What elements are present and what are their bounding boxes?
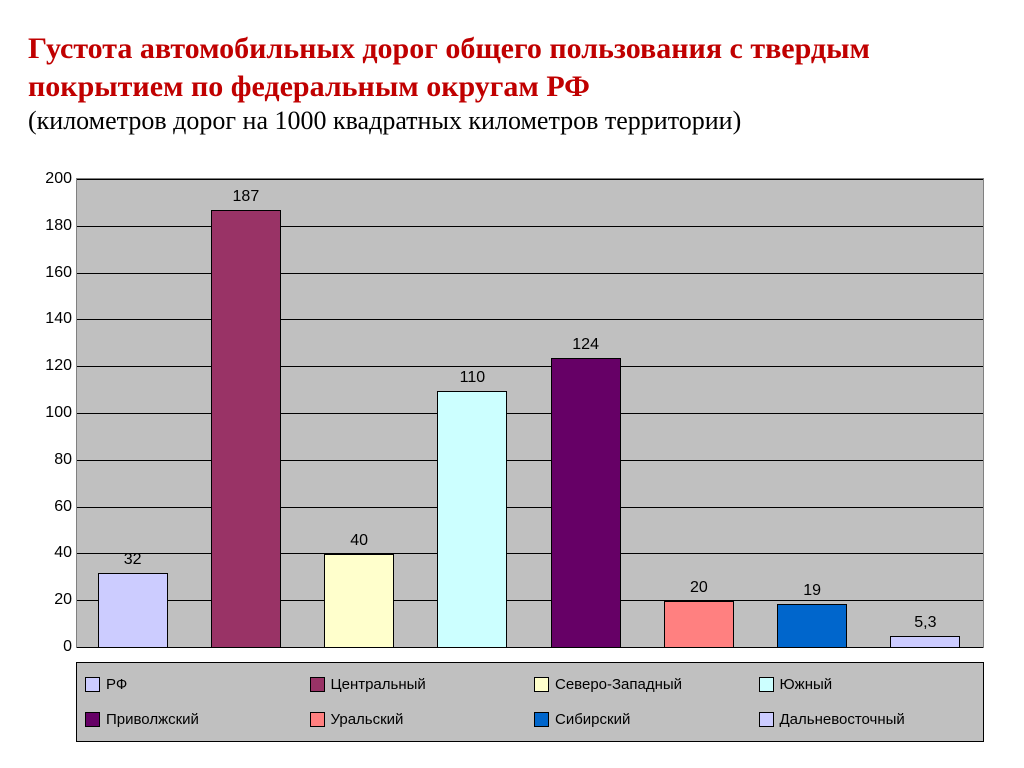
ytick-label: 60 [32, 498, 72, 516]
legend-swatch [310, 677, 325, 692]
bar-value-label: 124 [572, 336, 599, 354]
legend-item: Южный [759, 669, 976, 700]
ytick-label: 180 [32, 217, 72, 235]
legend-label: Сибирский [555, 711, 630, 728]
legend-swatch [85, 677, 100, 692]
bar [437, 391, 507, 648]
ytick-label: 80 [32, 451, 72, 469]
ytick-label: 20 [32, 591, 72, 609]
slide: Густота автомобильных дорог общего польз… [0, 0, 1024, 768]
legend-label: Уральский [331, 711, 404, 728]
bar [211, 210, 281, 648]
ytick-label: 100 [32, 404, 72, 422]
ytick-label: 160 [32, 264, 72, 282]
bar-value-label: 187 [233, 188, 260, 206]
legend-swatch [534, 712, 549, 727]
legend-label: Северо-Западный [555, 676, 682, 693]
bar-value-label: 19 [803, 582, 821, 600]
legend-label: Дальневосточный [780, 711, 905, 728]
ytick-label: 200 [32, 170, 72, 188]
legend-label: Центральный [331, 676, 426, 693]
bar [98, 573, 168, 648]
bar [324, 554, 394, 648]
legend-label: Южный [780, 676, 833, 693]
bar-value-label: 32 [124, 551, 142, 569]
bar-value-label: 5,3 [914, 614, 936, 632]
legend-item: Центральный [310, 669, 527, 700]
ytick-label: 40 [32, 544, 72, 562]
legend-swatch [310, 712, 325, 727]
ytick-label: 120 [32, 357, 72, 375]
legend-swatch [85, 712, 100, 727]
bar [777, 604, 847, 648]
legend-item: Сибирский [534, 704, 751, 735]
bar [551, 358, 621, 648]
bar-value-label: 110 [460, 369, 486, 387]
title-sub: (километров дорог на 1000 квадратных кил… [28, 106, 741, 135]
bar [664, 601, 734, 648]
bars-layer: 32 187 40 110 124 20 19 5,3 [76, 178, 984, 648]
legend-item: Северо-Западный [534, 669, 751, 700]
title-block: Густота автомобильных дорог общего польз… [28, 30, 996, 138]
legend: РФ Центральный Северо-Западный Южный Приволж… [76, 662, 984, 742]
ytick-label: 0 [32, 638, 72, 656]
bar [890, 636, 960, 648]
legend-label: Приволжский [106, 711, 199, 728]
legend-swatch [759, 712, 774, 727]
title-main: Густота автомобильных дорог общего польз… [28, 32, 870, 103]
ytick-label: 140 [32, 310, 72, 328]
bar-chart: 32 187 40 110 124 20 19 5,3 РФ Центральный Северо… [28, 170, 996, 750]
bar-value-label: 20 [690, 579, 708, 597]
legend-swatch [759, 677, 774, 692]
legend-item: Приволжский [85, 704, 302, 735]
legend-item: РФ [85, 669, 302, 700]
legend-swatch [534, 677, 549, 692]
legend-item: Дальневосточный [759, 704, 976, 735]
bar-value-label: 40 [350, 532, 368, 550]
legend-item: Уральский [310, 704, 527, 735]
legend-label: РФ [106, 676, 127, 693]
